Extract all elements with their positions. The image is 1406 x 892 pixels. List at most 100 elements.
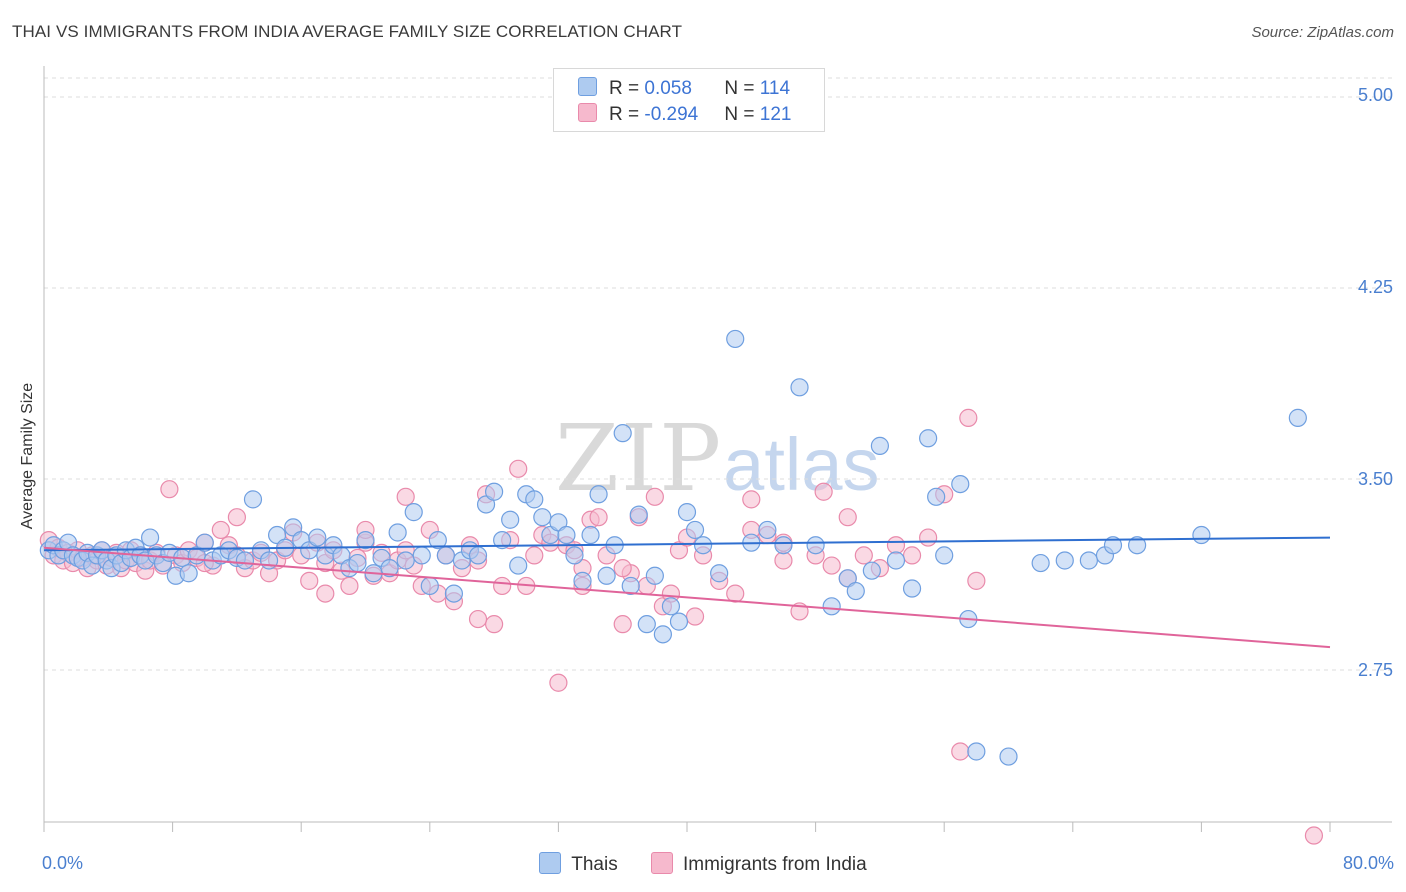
india-point bbox=[316, 584, 335, 603]
thais-point bbox=[637, 615, 656, 634]
india-point bbox=[967, 571, 986, 590]
chart-title: THAI VS IMMIGRANTS FROM INDIA AVERAGE FA… bbox=[12, 22, 683, 41]
thais-point bbox=[902, 579, 922, 598]
thais-point bbox=[790, 378, 809, 397]
india-point bbox=[509, 459, 528, 478]
india-point bbox=[613, 559, 632, 578]
thais-point bbox=[573, 571, 592, 590]
thais-point bbox=[243, 490, 263, 509]
thais-point bbox=[967, 742, 986, 761]
india-swatch bbox=[578, 103, 597, 122]
thais-point bbox=[846, 581, 865, 601]
india-point bbox=[685, 607, 705, 626]
india-point bbox=[549, 673, 568, 692]
india-point bbox=[340, 576, 359, 596]
thais-point bbox=[428, 531, 447, 550]
thais-point bbox=[935, 546, 954, 565]
thais-point bbox=[870, 436, 890, 455]
thais-point bbox=[501, 510, 520, 529]
thais-point bbox=[726, 329, 745, 349]
thais-point bbox=[179, 564, 198, 583]
india-point bbox=[854, 546, 873, 565]
legend-label-india: Immigrants from India bbox=[683, 854, 867, 875]
india-point bbox=[822, 556, 841, 575]
thais-point bbox=[951, 474, 970, 494]
thais-point bbox=[525, 490, 544, 509]
correlation-legend: R = 0.058 N = 114 R = -0.294 N = 121 bbox=[553, 68, 825, 132]
india-point bbox=[160, 480, 179, 499]
thais-point bbox=[412, 546, 431, 565]
legend-r-label: R = bbox=[609, 104, 645, 125]
india-point bbox=[1304, 826, 1324, 845]
thais-point bbox=[140, 528, 160, 547]
legend-n-value: 114 bbox=[759, 78, 791, 99]
india-point bbox=[838, 508, 857, 527]
thais-point bbox=[629, 505, 648, 524]
thais-point bbox=[621, 576, 640, 596]
legend-row-thais: R = 0.058 N = 114 bbox=[578, 77, 790, 101]
thais-point bbox=[436, 546, 455, 565]
thais-point bbox=[1031, 553, 1050, 573]
thais-point bbox=[509, 556, 528, 575]
thais-point bbox=[420, 576, 439, 596]
india-swatch bbox=[651, 852, 673, 874]
thais-point bbox=[806, 536, 825, 555]
india-trend-line bbox=[43, 546, 1331, 649]
legend-label-thais: Thais bbox=[571, 854, 618, 875]
india-point bbox=[468, 609, 488, 629]
india-point bbox=[493, 576, 512, 596]
thais-point bbox=[444, 584, 464, 603]
thais-point bbox=[1079, 551, 1098, 570]
legend-n-value: 121 bbox=[759, 104, 792, 125]
series-legend: Thais Immigrants from India bbox=[0, 852, 1406, 876]
thais-point bbox=[710, 564, 729, 583]
india-point bbox=[300, 571, 319, 590]
thais-point bbox=[380, 559, 399, 578]
thais-point bbox=[581, 525, 600, 545]
thais-point bbox=[589, 485, 608, 504]
thais-point bbox=[356, 531, 375, 550]
thais-point bbox=[886, 551, 906, 570]
thais-point bbox=[195, 533, 214, 552]
axis-layer bbox=[43, 66, 1392, 832]
india-point bbox=[726, 584, 745, 603]
thais-point bbox=[404, 503, 423, 522]
thais-point bbox=[613, 424, 632, 443]
thais-point bbox=[557, 525, 576, 545]
thais-swatch bbox=[539, 852, 562, 874]
thais-point bbox=[1055, 551, 1074, 570]
legend-r-label: R = bbox=[609, 78, 645, 99]
india-point bbox=[742, 490, 761, 509]
thais-trend-line bbox=[43, 536, 1331, 552]
india-point bbox=[645, 487, 664, 506]
y-tick-label: 5.00 bbox=[1357, 85, 1393, 105]
x-min-label: 0.0% bbox=[42, 853, 84, 873]
thais-point bbox=[685, 520, 705, 540]
india-point bbox=[886, 536, 906, 555]
y-axis-label: Average Family Size bbox=[19, 382, 36, 530]
thais-point bbox=[485, 482, 504, 501]
thais-point bbox=[348, 553, 367, 573]
thais-point bbox=[774, 536, 793, 555]
legend-n-label: N = bbox=[724, 78, 760, 99]
thais-point bbox=[1192, 525, 1211, 545]
legend-item-india: Immigrants from India bbox=[651, 852, 867, 876]
india-point bbox=[951, 742, 970, 761]
thais-point bbox=[468, 546, 488, 565]
india-point bbox=[959, 408, 978, 427]
source-label: Source: ZipAtlas.com bbox=[1251, 24, 1394, 41]
thais-point bbox=[661, 597, 681, 616]
thais-point bbox=[1288, 408, 1307, 427]
india-point bbox=[396, 487, 415, 506]
thais-point bbox=[758, 520, 777, 540]
thais-point bbox=[565, 546, 584, 565]
india-point bbox=[902, 546, 922, 565]
legend-r-value: 0.058 bbox=[644, 78, 692, 99]
thais-point bbox=[1103, 536, 1123, 555]
thais-point bbox=[388, 523, 407, 542]
legend-n-label: N = bbox=[724, 104, 760, 125]
trend-layer bbox=[43, 536, 1331, 649]
x-max-label: 80.0% bbox=[1342, 853, 1394, 873]
thais-point bbox=[669, 612, 689, 631]
